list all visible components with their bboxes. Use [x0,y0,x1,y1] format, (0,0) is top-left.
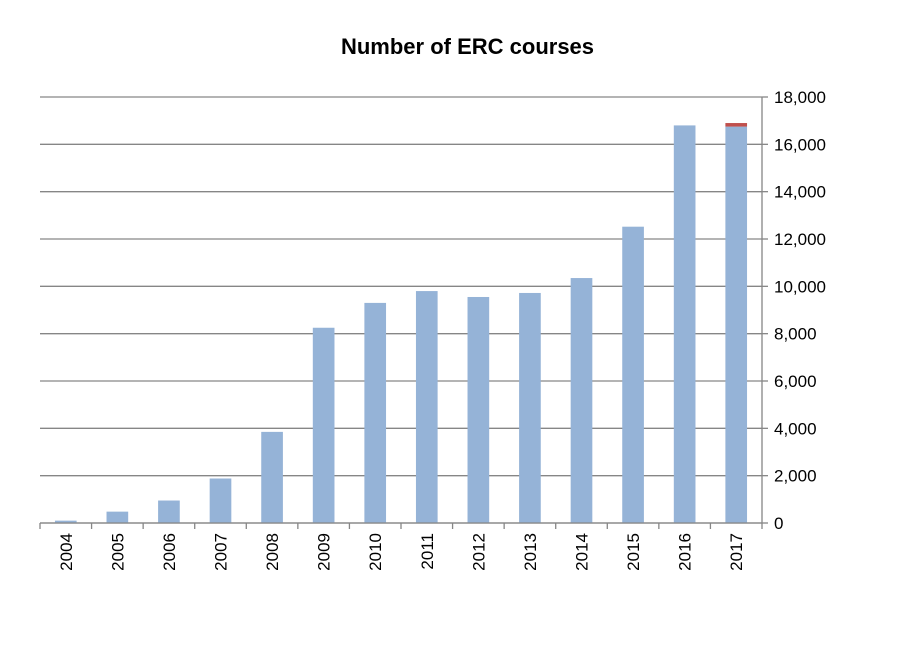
bar-2007-series-0 [209,478,232,523]
bar-2004-series-0 [54,520,77,523]
bar-2012-series-0 [467,296,490,523]
y-tick-label: 14,000 [774,183,826,202]
y-tick-label: 6,000 [774,372,817,391]
x-tick-label: 2016 [676,533,695,571]
x-tick-label: 2005 [108,533,127,571]
bar-2008-series-0 [261,431,283,523]
bar-2017-series-0 [725,126,748,523]
bar-2009-series-0 [312,327,335,523]
x-tick-label: 2008 [263,533,282,571]
x-tick-label: 2006 [160,533,179,571]
bar-2014-series-0 [570,278,593,523]
bar-2010-series-0 [364,302,387,523]
bar-2005-series-0 [106,511,129,523]
x-tick-label: 2007 [212,533,231,571]
bar-2017-series-1 [725,123,748,127]
x-tick-label: 2014 [573,533,592,571]
y-tick-label: 0 [774,514,783,533]
y-tick-label: 12,000 [774,230,826,249]
bar-2013-series-0 [519,292,541,523]
y-tick-label: 16,000 [774,135,826,154]
x-tick-label: 2009 [315,533,334,571]
chart-title: Number of ERC courses [340,34,595,59]
x-tick-label: 2011 [418,533,437,570]
bar-2006-series-0 [158,500,180,523]
y-tick-label: 8,000 [774,325,817,344]
x-tick-label: 2010 [366,533,385,571]
y-tick-label: 4,000 [774,419,817,438]
x-tick-label: 2017 [727,533,746,571]
x-tick-label: 2015 [624,533,643,571]
x-tick-label: 2004 [57,533,76,571]
x-tick-label: 2012 [469,533,488,571]
x-tick-label: 2013 [521,533,540,571]
bar-2011-series-0 [415,291,438,523]
y-tick-label: 18,000 [774,88,826,107]
bar-2016-series-0 [673,125,696,524]
y-tick-label: 2,000 [774,467,817,486]
bar-2015-series-0 [622,226,644,523]
y-tick-label: 10,000 [774,277,826,296]
